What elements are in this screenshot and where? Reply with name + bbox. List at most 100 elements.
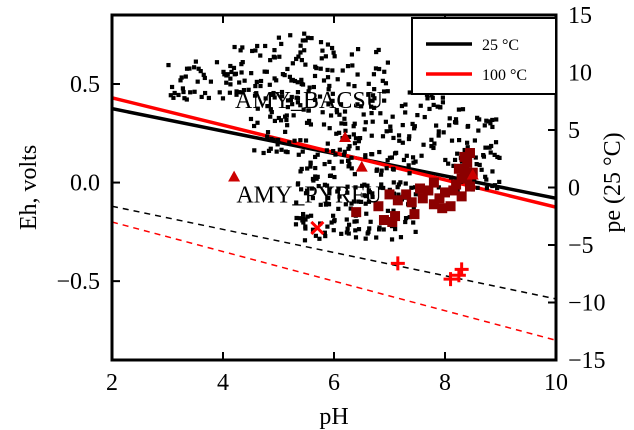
cluster-point (310, 195, 315, 201)
cluster-point (385, 89, 390, 94)
cluster-point (221, 69, 226, 74)
cluster-point (311, 84, 316, 90)
cluster-point (406, 136, 412, 142)
dark-red-square-point (428, 199, 439, 210)
cluster-point (329, 45, 335, 51)
cluster-point (355, 102, 360, 107)
cluster-point (357, 136, 363, 141)
cluster-point (288, 97, 294, 102)
cluster-point (368, 219, 373, 224)
cluster-point (313, 174, 318, 179)
cluster-point (490, 124, 495, 130)
cluster-point (335, 189, 340, 194)
cluster-point (263, 43, 268, 49)
y2-tick-label: −15 (568, 348, 606, 374)
cluster-point (460, 107, 466, 112)
cluster-point (339, 231, 344, 236)
cluster-point (284, 117, 289, 123)
cluster-point (472, 138, 477, 143)
cluster-point (403, 219, 408, 225)
cluster-point (483, 174, 488, 179)
cluster-point (369, 133, 374, 138)
dark-red-square-point (451, 179, 462, 190)
cluster-point (403, 102, 408, 107)
y2-tick-label: −10 (568, 291, 606, 317)
cluster-point (380, 78, 385, 83)
cluster-point (438, 105, 443, 110)
dark-red-square-point (406, 197, 417, 208)
cluster-point (449, 138, 455, 143)
cluster-point (324, 148, 329, 153)
cluster-point (198, 69, 203, 74)
cluster-point (345, 226, 350, 231)
cluster-point (393, 227, 398, 232)
cluster-point (374, 235, 379, 240)
cluster-point (196, 66, 201, 71)
cluster-point (294, 95, 299, 100)
cluster-point (314, 176, 319, 181)
cluster-point (181, 89, 186, 95)
dark-red-square-point (464, 148, 475, 158)
dark-red-square-point (464, 181, 475, 192)
cluster-point (345, 190, 350, 195)
cluster-point (320, 48, 325, 53)
cluster-point (295, 182, 300, 187)
cluster-point (298, 50, 303, 55)
cluster-point (340, 68, 345, 73)
y-tick-label: −0.5 (56, 269, 100, 295)
dark-red-square-point (456, 191, 467, 202)
cluster-point (298, 103, 303, 108)
cluster-point (312, 73, 318, 79)
cluster-point (376, 47, 381, 53)
cluster-point (477, 162, 482, 167)
cluster-point (300, 149, 305, 154)
x-tick-label: 10 (544, 370, 568, 396)
cluster-point (331, 228, 336, 233)
cluster-point (413, 229, 418, 234)
cluster-point (254, 91, 259, 96)
cluster-point (299, 77, 304, 82)
cluster-point (217, 90, 222, 95)
cluster-point (342, 109, 348, 114)
cluster-point (326, 102, 331, 107)
cluster-point (195, 79, 200, 84)
cluster-point (421, 142, 426, 147)
cluster-point (327, 126, 332, 131)
cluster-point (180, 86, 185, 91)
cluster-point (334, 107, 339, 113)
cluster-point (372, 105, 377, 110)
cluster-point (398, 235, 404, 240)
dark-red-square-point (423, 185, 434, 196)
cluster-point (277, 54, 282, 59)
cluster-point (206, 95, 211, 101)
cluster-point (236, 90, 241, 95)
data-points (166, 31, 502, 287)
cluster-point (492, 152, 497, 158)
cluster-point (360, 183, 365, 188)
cluster-point (269, 136, 274, 141)
cluster-point (363, 236, 368, 241)
cluster-point (487, 145, 492, 150)
red-triangle-point (228, 170, 241, 182)
cluster-point (308, 160, 313, 165)
cluster-point (298, 169, 303, 174)
cluster-point (352, 141, 358, 146)
cluster-point (280, 94, 285, 99)
annotations: AMY_BACSU AMY_PYRFU (235, 88, 383, 209)
y2-axis-label: pe (25 °C) (600, 132, 626, 232)
cluster-point (363, 201, 368, 206)
cluster-point (253, 48, 258, 53)
y2-tick-label: −5 (568, 233, 594, 259)
dark-red-square-point (409, 209, 420, 220)
cluster-point (238, 48, 243, 53)
cluster-point (395, 185, 400, 190)
cluster-point (457, 138, 462, 143)
cluster-point (274, 78, 279, 83)
cluster-point (240, 45, 245, 50)
cluster-point (304, 120, 310, 125)
cluster-point (302, 238, 308, 243)
cluster-point (351, 124, 356, 129)
series-line-3 (112, 221, 556, 342)
cluster-point (309, 186, 314, 191)
cluster-point (361, 112, 366, 117)
